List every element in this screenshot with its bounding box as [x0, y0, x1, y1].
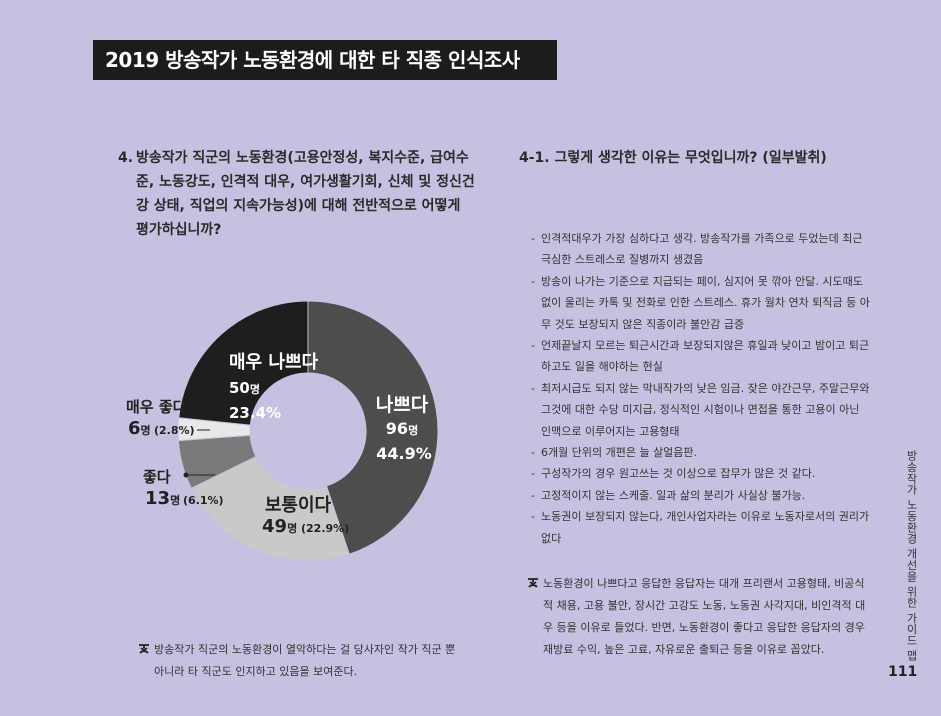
right-note-text: 노동환경이 나쁘다고 응답한 응답자는 대개 프리랜서 고용형태, 비공식적 채… — [543, 577, 866, 656]
reason-text: 노동권이 보장되지 않는다, 개인사업자라는 이유로 노동자로서의 권리가 없다 — [541, 510, 870, 545]
slice-count-very-bad: 50명 — [229, 379, 260, 397]
bullet-dash: - — [531, 339, 535, 353]
question-4-1: 4-1. 그렇게 생각한 이유는 무엇입니까? (일부발취) — [519, 150, 827, 166]
bullet-dash: - — [531, 467, 535, 481]
bullet-dash: - — [531, 446, 535, 460]
slice-label-very-bad: 매우 나쁘다 — [229, 352, 319, 373]
note-mark-icon — [528, 578, 538, 588]
left-note-text: 방송작가 직군의 노동환경이 열악하다는 걸 당사자인 작가 직군 뿐 아니라 … — [154, 643, 456, 678]
reason-item: - 방송이 나가는 기준으로 지급되는 페이, 심지어 못 깎아 안달. 시도때도… — [531, 271, 871, 335]
bullet-dash: - — [531, 381, 535, 395]
page-number: 111 — [888, 664, 918, 680]
side-running-title: 방송작가 노동환경 개선을 위한 가이드 맵 — [905, 450, 918, 662]
reason-item: - 최저시급도 되지 않는 막내작가의 낮은 임금. 잦은 야간근무, 주말근무와… — [531, 378, 871, 442]
reason-text: 최저시급도 되지 않는 막내작가의 낮은 임금. 잦은 야간근무, 주말근무와 … — [541, 381, 870, 438]
slice-percent-very-good: (2.8%) — [154, 424, 195, 437]
leader-dot — [183, 472, 189, 478]
reason-text: 언제끝날지 모르는 퇴근시간과 보장되지않은 휴일과 낮이고 밤이고 퇴근하고도… — [541, 339, 870, 374]
bullet-dash: - — [531, 232, 535, 245]
question-4-text: 방송작가 직군의 노동환경(고용안정성, 복지수준, 급여수준, 노동강도, 인… — [136, 150, 475, 238]
right-note: 노동환경이 나쁘다고 응답한 응답자는 대개 프리랜서 고용형태, 비공식적 채… — [528, 573, 873, 661]
bullet-dash: - — [531, 510, 535, 524]
slice-count-good: 13명 — [145, 488, 180, 509]
slice-percent-good: (6.1%) — [183, 494, 224, 507]
slice-count-normal: 49명 — [262, 516, 297, 537]
reason-item: - 구성작가의 경우 원고쓰는 것 이상으로 잡무가 많은 것 같다. — [531, 463, 871, 484]
slice-label-bad: 나쁘다 — [376, 394, 429, 416]
slice-label-very-good: 매우 좋다 — [126, 398, 187, 416]
question-4: 4. 방송작가 직군의 노동환경(고용안정성, 복지수준, 급여수준, 노동강도… — [118, 146, 478, 242]
slice-label-normal: 보통이다 — [265, 495, 332, 516]
reasons-list: - 인격적대우가 가장 심하다고 생각. 방송작가를 가족으로 두었는데 최근 극… — [531, 228, 871, 549]
reason-item: - 인격적대우가 가장 심하다고 생각. 방송작가를 가족으로 두었는데 최근 극… — [531, 228, 871, 271]
reason-text: 고정적이지 않는 스케줄. 일과 삶의 분리가 사실상 불가능. — [541, 488, 806, 502]
reason-text: 인격적대우가 가장 심하다고 생각. 방송작가를 가족으로 두었는데 최근 극심… — [541, 232, 863, 267]
reason-item: - 고정적이지 않는 스케줄. 일과 삶의 분리가 사실상 불가능. — [531, 485, 871, 506]
page-title: 2019 방송작가 노동환경에 대한 타 직종 인식조사 — [93, 40, 557, 80]
slice-label-good: 좋다 — [143, 468, 171, 486]
note-mark-icon — [139, 644, 149, 654]
slice-count-very-good: 6명 — [128, 418, 151, 439]
question-4-number: 4. — [118, 150, 134, 166]
reason-text: 구성작가의 경우 원고쓰는 것 이상으로 잡무가 많은 것 같다. — [541, 467, 816, 481]
slice-percent-very-bad: 23.4% — [229, 404, 281, 422]
slice-count-bad: 96명 — [386, 419, 418, 438]
slice-percent-bad: 44.9% — [376, 444, 432, 463]
left-note: 방송작가 직군의 노동환경이 열악하다는 걸 당사자인 작가 직군 뿐 아니라 … — [139, 639, 464, 683]
donut-hole — [250, 373, 366, 489]
reason-text: 6개월 단위의 개편은 늘 살얼음판. — [541, 446, 698, 460]
reason-item: - 노동권이 보장되지 않는다, 개인사업자라는 이유로 노동자로서의 권리가 없… — [531, 506, 871, 549]
slice-percent-normal: (22.9%) — [301, 522, 349, 535]
reason-item: - 언제끝날지 모르는 퇴근시간과 보장되지않은 휴일과 낮이고 밤이고 퇴근하고… — [531, 335, 871, 378]
reason-text: 방송이 나가는 기준으로 지급되는 페이, 심지어 못 깎아 안달. 시도때도 … — [541, 274, 870, 331]
bullet-dash: - — [531, 488, 535, 502]
bullet-dash: - — [531, 274, 535, 288]
reason-item: -6개월 단위의 개편은 늘 살얼음판. — [531, 442, 871, 463]
